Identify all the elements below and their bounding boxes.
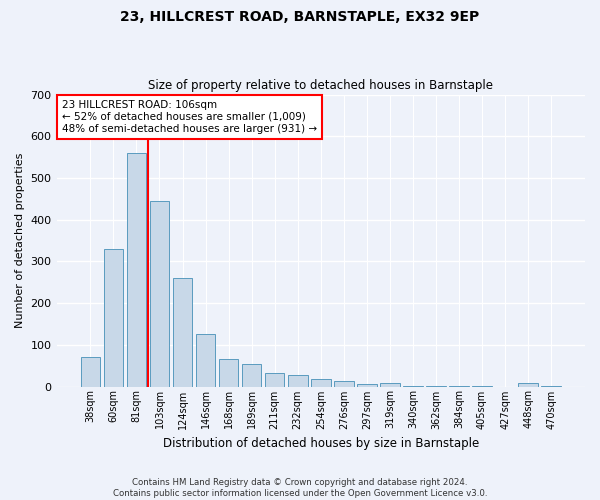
Bar	[173, 278, 193, 386]
Text: Contains HM Land Registry data © Crown copyright and database right 2024.
Contai: Contains HM Land Registry data © Crown c…	[113, 478, 487, 498]
Bar	[311, 380, 331, 386]
Bar	[80, 358, 100, 386]
Bar	[127, 153, 146, 386]
Bar	[104, 249, 123, 386]
Text: 23, HILLCREST ROAD, BARNSTAPLE, EX32 9EP: 23, HILLCREST ROAD, BARNSTAPLE, EX32 9EP	[121, 10, 479, 24]
Bar	[380, 383, 400, 386]
Bar	[196, 334, 215, 386]
Bar	[149, 201, 169, 386]
Y-axis label: Number of detached properties: Number of detached properties	[15, 153, 25, 328]
Text: 23 HILLCREST ROAD: 106sqm
← 52% of detached houses are smaller (1,009)
48% of se: 23 HILLCREST ROAD: 106sqm ← 52% of detac…	[62, 100, 317, 134]
Bar	[288, 375, 308, 386]
Title: Size of property relative to detached houses in Barnstaple: Size of property relative to detached ho…	[148, 79, 493, 92]
Bar	[518, 383, 538, 386]
X-axis label: Distribution of detached houses by size in Barnstaple: Distribution of detached houses by size …	[163, 437, 479, 450]
Bar	[242, 364, 262, 386]
Bar	[357, 384, 377, 386]
Bar	[265, 373, 284, 386]
Bar	[334, 381, 353, 386]
Bar	[219, 360, 238, 386]
